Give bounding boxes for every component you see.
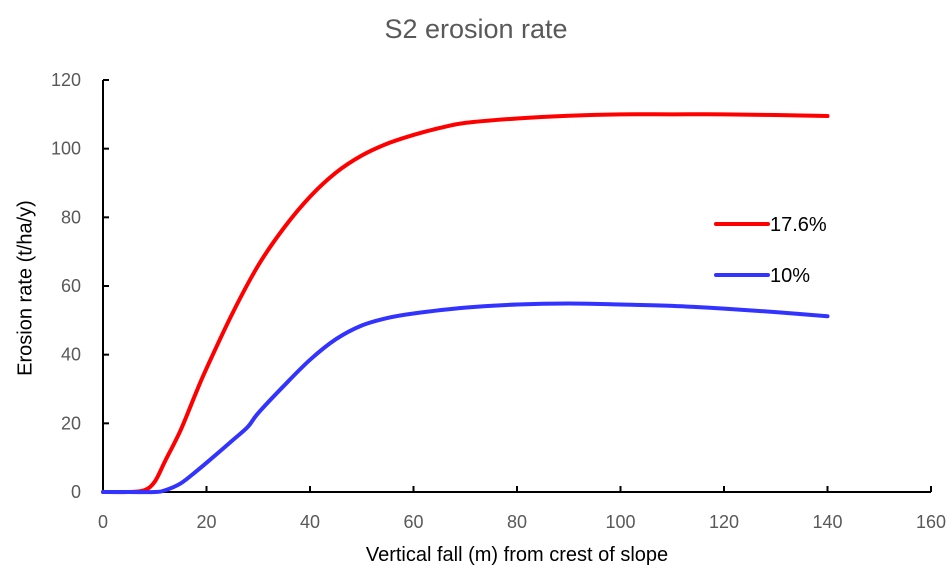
chart-title: S2 erosion rate	[384, 14, 568, 44]
y-axis-title: Erosion rate (t/ha/y)	[14, 200, 37, 376]
legend-label-1: 10%	[770, 265, 810, 287]
x-tick-label-1: 20	[196, 512, 216, 532]
y-tick-label-0: 0	[71, 482, 81, 502]
y-tick-label-5: 100	[51, 139, 81, 159]
series-line-1	[101, 301, 830, 495]
x-tick-label-2: 40	[300, 512, 320, 532]
y-tick-label-4: 80	[61, 207, 81, 227]
x-tick-label-7: 140	[812, 512, 842, 532]
series-line-0	[101, 112, 830, 495]
legend-label-0: 17.6%	[770, 214, 827, 236]
x-tick-label-8: 160	[916, 512, 946, 532]
y-tick-label-3: 60	[61, 276, 81, 296]
x-tick-label-0: 0	[98, 512, 108, 532]
x-axis-title: Vertical fall (m) from crest of slope	[365, 544, 669, 566]
x-tick-label-5: 100	[605, 512, 635, 532]
x-tick-label-3: 60	[403, 512, 423, 532]
y-tick-label-1: 20	[61, 413, 81, 433]
y-tick-label-6: 120	[51, 70, 81, 90]
x-tick-label-4: 80	[507, 512, 527, 532]
x-tick-label-6: 120	[709, 512, 739, 532]
y-tick-label-2: 40	[61, 345, 81, 365]
